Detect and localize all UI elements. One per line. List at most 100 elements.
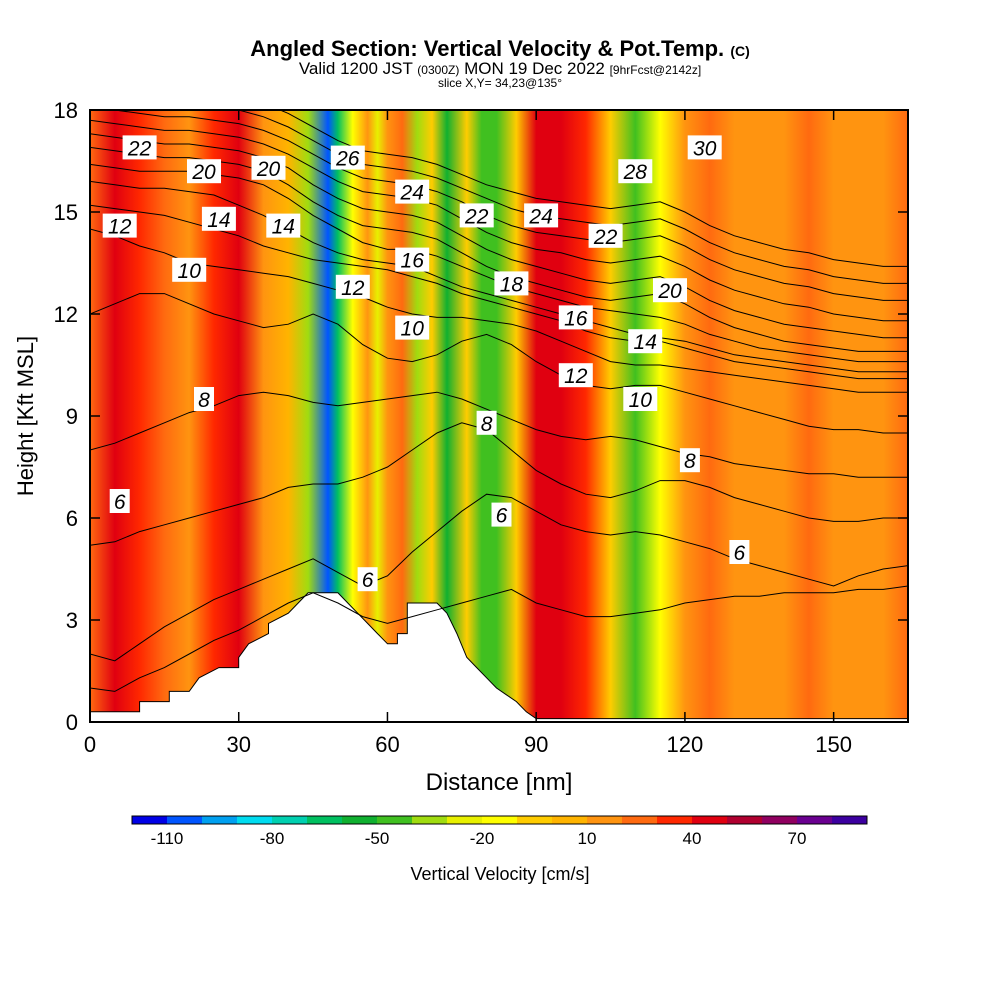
contour-label-box <box>653 278 687 303</box>
theta-contour-10 <box>90 293 908 434</box>
contour-label: 10 <box>395 315 430 341</box>
theta-contour-5 <box>90 585 908 692</box>
y-tick-label: 12 <box>54 302 78 327</box>
colorbar-tick-label: 40 <box>683 829 702 848</box>
contour-label-text: 20 <box>191 161 216 184</box>
colorbar-swatch <box>587 816 623 824</box>
contour-label-text: 12 <box>341 277 365 300</box>
contour-label: 12 <box>558 363 593 388</box>
colorbar-tick-label: -50 <box>365 829 390 848</box>
colorbar-label: Vertical Velocity [cm/s] <box>410 864 589 884</box>
chart-title-text: Angled Section: Vertical Velocity & Pot.… <box>250 36 725 61</box>
contour-label-text: 12 <box>108 216 132 239</box>
y-tick-label: 18 <box>54 98 78 123</box>
colorbar-frame <box>131 815 868 825</box>
chart-title-tag: (C) <box>730 43 750 59</box>
contour-label: 6 <box>729 540 750 565</box>
contour-label: 16 <box>558 305 593 330</box>
theta-contour-22 <box>90 133 908 339</box>
contour-label-text: 8 <box>198 389 210 412</box>
colorbar-swatch <box>272 816 308 824</box>
contour-label-text: 14 <box>634 331 657 354</box>
contour-label-box <box>558 305 593 330</box>
x-tick-label: 90 <box>524 732 548 757</box>
contour-label-box <box>395 315 430 340</box>
x-tick-label: 120 <box>667 732 704 757</box>
theta-contour-12 <box>90 228 908 393</box>
contour-label-text: 22 <box>593 226 618 249</box>
colorbar-tick-label: -110 <box>151 829 184 848</box>
theta-contour-8 <box>90 391 908 478</box>
contour-label: 24 <box>395 179 430 205</box>
contour-label-box <box>330 145 365 170</box>
contour-label-text: 30 <box>693 137 717 160</box>
contour-label-box <box>476 410 497 435</box>
velocity-field <box>90 110 908 722</box>
contour-label: 30 <box>687 135 722 160</box>
y-tick-label: 3 <box>66 608 78 633</box>
colorbar-swatch <box>692 816 728 824</box>
contour-label-box <box>251 155 286 180</box>
x-axis-label: Distance [nm] <box>426 769 573 796</box>
contour-label-box <box>122 135 157 160</box>
contour-label-box <box>187 159 221 184</box>
contour-label-box <box>679 448 700 473</box>
contour-label: 24 <box>524 203 559 228</box>
contour-label: 18 <box>494 271 529 296</box>
contour-label-box <box>588 223 623 248</box>
contour-label: 20 <box>251 155 286 181</box>
contour-label-text: 24 <box>400 182 424 205</box>
colorbar-swatch <box>412 816 448 824</box>
y-tick-label: 6 <box>66 506 78 531</box>
colorbar-swatch <box>797 816 833 824</box>
contour-label-text: 6 <box>362 569 374 592</box>
contour-label-box <box>266 213 301 238</box>
contour-label-text: 28 <box>623 161 648 184</box>
x-tick-label: 150 <box>815 732 852 757</box>
contour-label-text: 8 <box>684 450 696 473</box>
colorbar-tick-label: -80 <box>260 829 285 848</box>
contour-label-text: 22 <box>127 137 152 160</box>
contour-label-box <box>172 257 207 282</box>
colorbar-swatch <box>167 816 203 824</box>
colorbar-swatch <box>202 816 238 824</box>
contour-label: 20 <box>653 278 687 303</box>
contour-label: 8 <box>194 387 214 412</box>
slice-label: slice X,Y= 34,23@135° <box>437 76 563 90</box>
contour-label-box <box>628 329 663 354</box>
contour-label: 14 <box>266 213 301 239</box>
colorbar-tick-label: -20 <box>470 829 495 848</box>
contour-label-box <box>201 206 236 231</box>
valid-date-label: MON 19 Dec 2022 <box>464 59 605 78</box>
terrain-mask <box>90 592 908 722</box>
colorbar-swatch <box>237 816 273 824</box>
contour-label-box <box>357 567 378 592</box>
contour-label-box <box>524 203 559 228</box>
contour-label: 6 <box>491 502 512 528</box>
contour-label-text: 6 <box>734 542 746 565</box>
colorbar-swatch <box>832 816 868 824</box>
colorbar-swatch <box>622 816 658 824</box>
y-tick-label: 15 <box>54 200 78 225</box>
contour-label-text: 8 <box>481 413 493 436</box>
contour-label: 6 <box>109 489 130 514</box>
theta-contour-6 <box>90 493 908 662</box>
colorbar-swatch <box>307 816 343 824</box>
chart-subtitle: Valid 1200 JST (0300Z) MON 19 Dec 2022 [… <box>0 60 1000 79</box>
x-tick-label: 60 <box>375 732 399 757</box>
colorbar-tick-label: 70 <box>788 829 807 848</box>
contour-label-text: 10 <box>178 260 202 283</box>
contour-label: 14 <box>201 206 236 232</box>
theta-contour-14 <box>90 204 908 380</box>
contour-label: 28 <box>618 159 653 184</box>
contour-label: 12 <box>102 213 137 239</box>
theta-contour-30 <box>278 110 908 267</box>
contour-label-box <box>494 271 529 296</box>
contour-label-box <box>335 274 370 299</box>
contour-label-text: 14 <box>207 209 230 232</box>
contour-label: 22 <box>588 223 623 249</box>
contour-label: 6 <box>357 567 378 592</box>
contour-label-text: 12 <box>564 365 588 388</box>
contour-label-box <box>558 363 593 388</box>
